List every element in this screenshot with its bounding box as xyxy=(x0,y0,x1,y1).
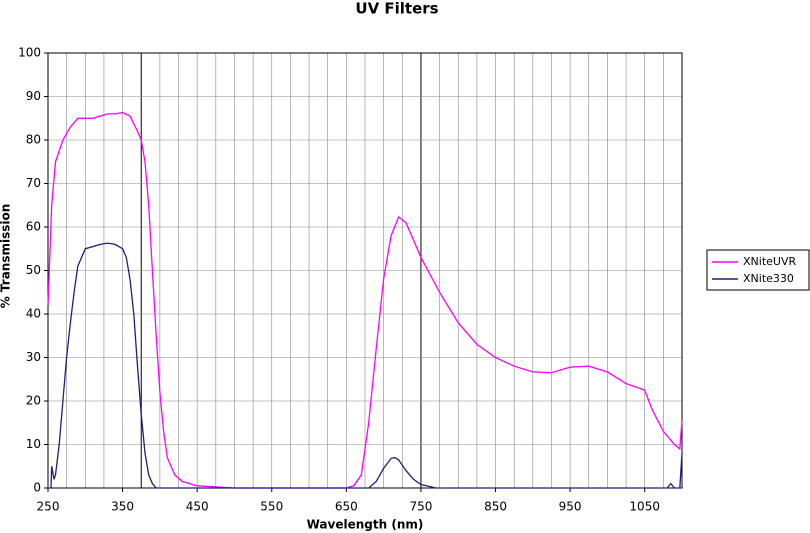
legend-label: XNiteUVR xyxy=(743,255,796,268)
x-tick-label: 950 xyxy=(559,500,582,514)
y-tick-label: 100 xyxy=(18,46,41,60)
x-tick-label: 650 xyxy=(335,500,358,514)
y-tick-label: 30 xyxy=(26,350,41,364)
x-tick-label: 450 xyxy=(186,500,209,514)
y-tick-label: 50 xyxy=(26,263,41,277)
x-tick-label: 850 xyxy=(484,500,507,514)
x-tick-label: 750 xyxy=(409,500,432,514)
series-line xyxy=(48,242,683,489)
y-axis-title: % Transmission xyxy=(0,204,13,309)
y-tick-label: 70 xyxy=(26,176,41,190)
y-tick-label: 60 xyxy=(26,220,41,234)
legend-label: XNite330 xyxy=(743,272,794,285)
x-tick-label: 550 xyxy=(260,500,283,514)
x-tick-label: 350 xyxy=(111,500,134,514)
x-axis-title: Wavelength (nm) xyxy=(307,518,424,532)
y-tick-label: 90 xyxy=(26,89,41,103)
legend-box xyxy=(706,249,810,291)
y-tick-label: 0 xyxy=(33,481,41,495)
y-tick-label: 20 xyxy=(26,394,41,408)
x-tick-label: 250 xyxy=(37,500,60,514)
y-tick-label: 10 xyxy=(26,437,41,451)
chart-title: UV Filters xyxy=(355,0,438,18)
y-tick-label: 40 xyxy=(26,307,41,321)
x-tick-label: 1050 xyxy=(629,500,660,514)
y-tick-label: 80 xyxy=(26,133,41,147)
